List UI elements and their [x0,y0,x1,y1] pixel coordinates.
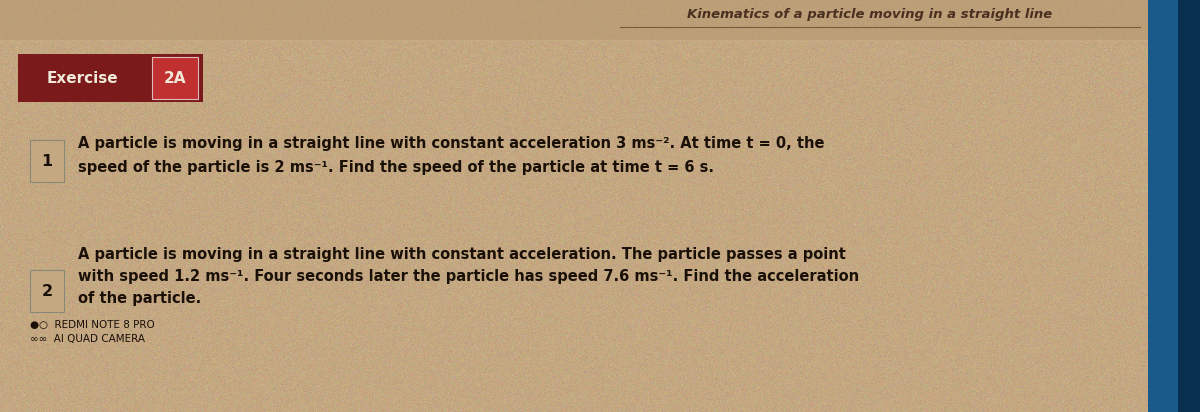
Text: A particle is moving in a straight line with constant acceleration 3 ms⁻². At ti: A particle is moving in a straight line … [78,136,824,151]
Text: Kinematics of a particle moving in a straight line: Kinematics of a particle moving in a str… [688,7,1052,21]
Text: 2A: 2A [163,70,186,86]
Bar [30,270,64,312]
Bar [30,140,64,182]
Text: of the particle.: of the particle. [78,291,202,306]
Bar [0,0,1148,42]
Text: ●○  REDMI NOTE 8 PRO: ●○ REDMI NOTE 8 PRO [30,320,155,330]
Text: with speed 1.2 ms⁻¹. Four seconds later the particle has speed 7.6 ms⁻¹. Find th: with speed 1.2 ms⁻¹. Four seconds later … [78,269,859,284]
Bar [1148,0,1200,412]
Text: ∞∞  AI QUAD CAMERA: ∞∞ AI QUAD CAMERA [30,334,145,344]
Text: 2: 2 [42,283,53,299]
Text: Exercise: Exercise [46,70,118,86]
Text: A particle is moving in a straight line with constant acceleration. The particle: A particle is moving in a straight line … [78,247,846,262]
Text: 1: 1 [42,154,53,169]
Bar [152,57,198,99]
Bar [18,54,203,102]
Bar [1178,0,1200,412]
Text: speed of the particle is 2 ms⁻¹. Find the speed of the particle at time t = 6 s.: speed of the particle is 2 ms⁻¹. Find th… [78,160,714,175]
